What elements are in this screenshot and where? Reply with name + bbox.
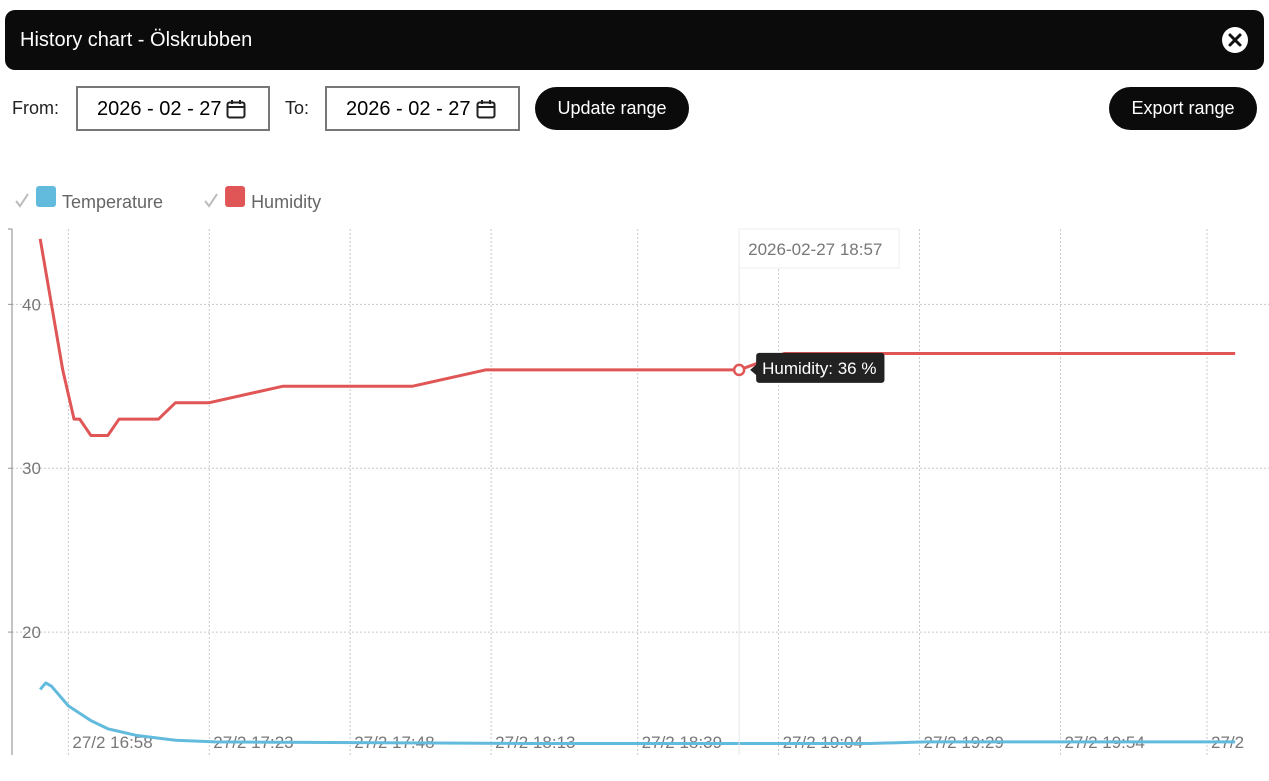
- y-tick-label: 40: [22, 295, 41, 314]
- tooltip-label-box: [756, 352, 885, 383]
- legend-swatch: [225, 186, 246, 207]
- from-date-value: 2026 - 02 - 27: [97, 98, 222, 120]
- header-title: History chart - Ölskrubben: [20, 29, 253, 51]
- legend-label[interactable]: Temperature: [62, 192, 163, 212]
- legend-swatch: [36, 186, 56, 207]
- series-line: [38, 238, 1236, 437]
- check-icon: [204, 193, 218, 208]
- tooltip-title: 2026-02-27 18:57: [748, 240, 882, 259]
- tooltip-arrow: [750, 363, 758, 376]
- header-bar: History chart - Ölskrubben: [5, 10, 1264, 70]
- tooltip-title-box: [738, 228, 900, 269]
- from-label: From:: [12, 98, 59, 118]
- update-range-button[interactable]: Update range: [535, 87, 689, 130]
- y-tick-label: 30: [22, 459, 41, 478]
- to-date-value: 2026 - 02 - 27: [346, 98, 471, 120]
- calendar-icon[interactable]: [226, 99, 246, 119]
- calendar-icon[interactable]: [476, 99, 496, 119]
- export-range-button[interactable]: Export range: [1109, 87, 1257, 130]
- from-date-input[interactable]: 2026 - 02 - 27: [76, 86, 270, 131]
- hover-point: [732, 363, 746, 377]
- legend-label[interactable]: Humidity: [251, 192, 321, 212]
- to-label: To:: [285, 98, 310, 118]
- to-date-input[interactable]: 2026 - 02 - 27: [325, 86, 520, 131]
- y-tick-label: 20: [22, 623, 41, 642]
- close-button[interactable]: [1217, 17, 1253, 53]
- check-icon: [15, 193, 29, 208]
- x-tick-label: 27/2 16:58: [72, 733, 152, 752]
- tooltip-label: Humidity: 36 %: [762, 359, 876, 378]
- series-line: [39, 681, 1236, 746]
